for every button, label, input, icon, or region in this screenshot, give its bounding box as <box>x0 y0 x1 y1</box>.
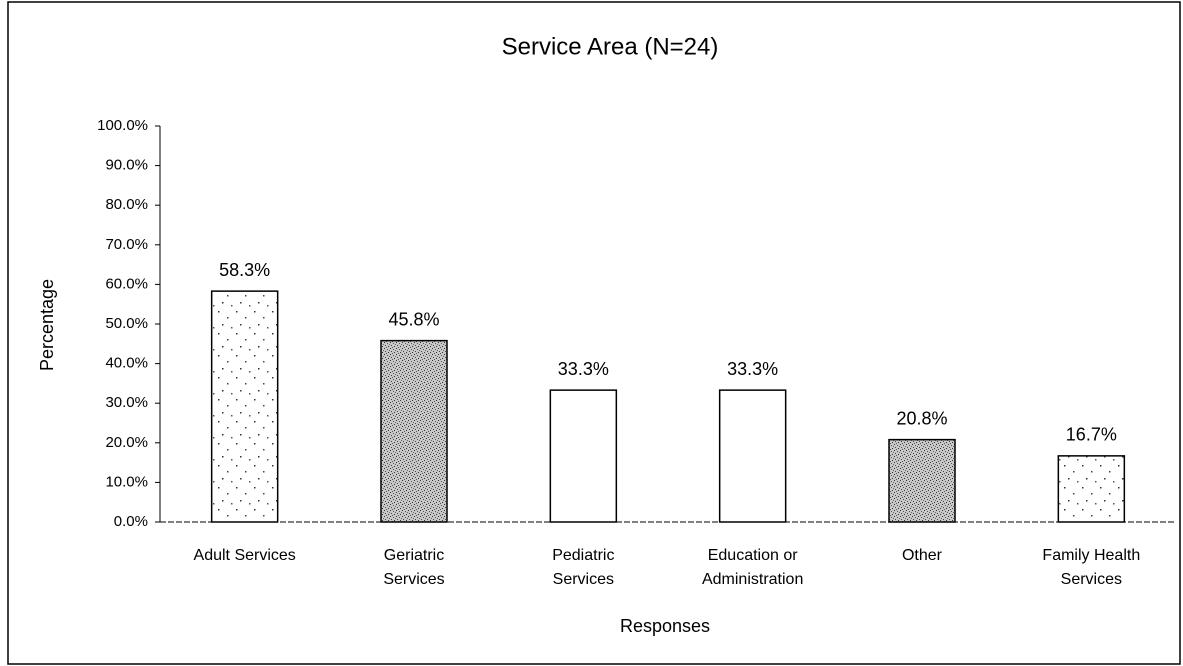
y-tick-label: 50.0% <box>105 315 148 332</box>
x-tick-label: Pediatric Services <box>552 547 614 588</box>
y-tick-label: 60.0% <box>105 275 148 292</box>
y-tick-label: 30.0% <box>105 394 148 411</box>
value-label: 33.3% <box>727 359 778 379</box>
x-tick-label: Education or Administration <box>702 547 803 588</box>
y-tick-label: 70.0% <box>105 236 148 253</box>
y-tick-label: 90.0% <box>105 157 148 174</box>
y-axis-label: Percentage <box>37 279 57 371</box>
x-tick-label: Other <box>902 547 943 564</box>
bar <box>888 438 956 523</box>
bar <box>718 389 787 523</box>
x-tick-label: Adult Services <box>194 547 296 564</box>
x-tick-label: Geriatric Services <box>383 547 444 588</box>
bar <box>210 290 279 523</box>
y-tick-label: 0.0% <box>114 513 148 530</box>
y-tick-label: 80.0% <box>105 196 148 213</box>
chart-frame <box>7 1 1181 665</box>
y-tick-label: 10.0% <box>105 473 148 490</box>
value-label: 58.3% <box>219 260 270 280</box>
value-label: 20.8% <box>896 408 947 428</box>
y-tick-label: 20.0% <box>105 434 148 451</box>
bar <box>549 389 618 523</box>
value-label: 33.3% <box>558 359 609 379</box>
chart-title: Service Area (N=24) <box>502 33 719 60</box>
bar <box>380 339 448 523</box>
y-tick-label: 100.0% <box>97 117 148 134</box>
bar <box>1057 455 1126 523</box>
x-tick-label: Family Health Services <box>1042 547 1140 588</box>
y-tick-label: 40.0% <box>105 355 148 372</box>
value-label: 45.8% <box>388 309 439 329</box>
value-label: 16.7% <box>1066 425 1117 445</box>
x-axis-label: Responses <box>620 616 710 636</box>
